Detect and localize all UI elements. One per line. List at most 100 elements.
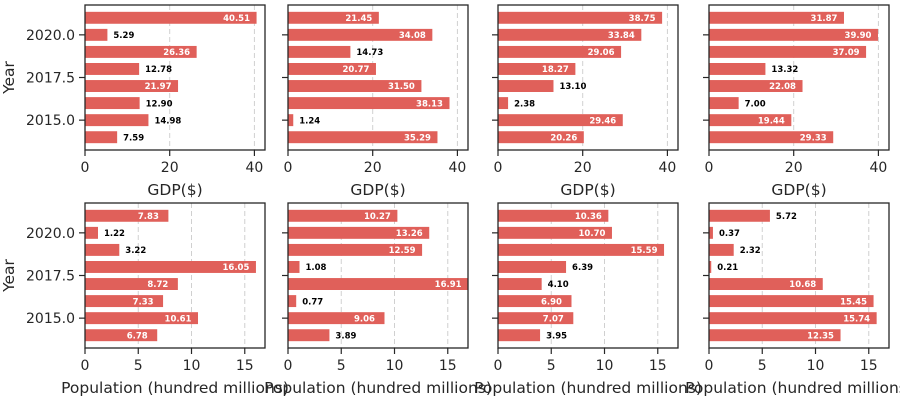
panel-r2-c2: 0 5 10 15 3.89 9.06 0.77 16.91 1.08 12.59 13.26 10.…: [264, 202, 492, 397]
bar: [498, 243, 665, 256]
bar: [709, 11, 844, 24]
x-tick-label: 10: [596, 358, 614, 374]
bar: [498, 63, 576, 75]
bar: [709, 114, 792, 127]
bar: [288, 209, 398, 222]
x-tick-label: 0: [705, 358, 714, 374]
x-axis-label: GDP($): [147, 181, 202, 199]
x-tick-label: 20: [161, 160, 179, 176]
bar: [709, 329, 841, 342]
bar: [709, 295, 874, 308]
bar-value-label: 21.45: [345, 14, 372, 24]
x-axis-label: GDP($): [560, 181, 615, 199]
x-tick-label: 40: [448, 160, 466, 176]
bar-value-label: 37.09: [833, 48, 860, 58]
bar: [288, 261, 300, 273]
bar-value-label: 5.72: [776, 212, 797, 222]
bar-value-label: 35.29: [404, 133, 431, 143]
axes-frame: [84, 4, 266, 151]
bar-value-label: 12.59: [389, 246, 416, 256]
bar: [709, 80, 803, 92]
bar-value-label: 7.59: [123, 133, 144, 143]
bar: [85, 226, 98, 239]
bar: [498, 261, 567, 273]
bar: [498, 11, 663, 24]
y-tick-label: 2017.5: [26, 269, 75, 285]
x-tick-label: 15: [860, 358, 878, 374]
bar-value-label: 26.36: [163, 48, 190, 58]
bar-value-label: 18.27: [542, 65, 569, 75]
bar: [709, 63, 766, 75]
axes-frame: [287, 4, 469, 151]
bar-value-label: 13.26: [396, 229, 423, 239]
bar: [288, 63, 376, 75]
x-tick-label: 15: [439, 358, 457, 374]
bar-value-label: 0.77: [302, 297, 323, 307]
x-axis-label: GDP($): [350, 181, 405, 199]
bar: [498, 97, 509, 110]
bar: [288, 45, 351, 58]
x-tick-label: 0: [705, 160, 714, 176]
axes-frame: [708, 4, 890, 151]
bar-value-label: 39.90: [845, 31, 872, 41]
panel-r2-c1: 0 5 10 15 2015.0 2017.5 2020.0 6.78 10.61 7.33 8.7…: [0, 202, 289, 397]
panel-r2-c4: 0 5 10 15 12.35 15.74 15.45 10.68 0.212.320.37 5.…: [685, 202, 900, 397]
x-tick-label: 20: [364, 160, 382, 176]
bar: [709, 209, 770, 222]
bar: [85, 28, 108, 41]
bar: [498, 312, 574, 325]
bar-value-label: 33.84: [608, 31, 635, 41]
bar-value-label: 38.13: [416, 99, 443, 109]
bar: [498, 226, 612, 239]
bar: [709, 312, 877, 325]
bar-value-label: 10.70: [579, 229, 606, 239]
x-tick-label: 20: [574, 160, 592, 176]
x-tick-label: 0: [81, 160, 90, 176]
bar: [85, 295, 164, 308]
bar-value-label: 10.68: [789, 280, 816, 290]
bar-value-label: 6.90: [541, 297, 562, 307]
bar-value-label: 2.32: [740, 246, 761, 256]
bar: [85, 11, 257, 24]
panel-r1-c1: 0 20 40 2015.0 2017.5 2020.0 7.59 14.98 12.90 21.…: [0, 4, 266, 199]
bar-value-label: 12.90: [146, 99, 173, 109]
bar: [498, 209, 609, 222]
bar-value-label: 16.05: [223, 263, 250, 273]
x-tick-label: 15: [236, 358, 254, 374]
bar-value-label: 7.00: [745, 99, 766, 109]
bar-value-label: 15.74: [843, 314, 870, 324]
axes-frame: [497, 4, 679, 151]
bar-value-label: 40.51: [223, 14, 250, 24]
bar: [85, 131, 118, 144]
bar-value-label: 29.33: [800, 133, 827, 143]
bar: [709, 97, 739, 110]
bar-value-label: 38.75: [629, 14, 656, 24]
bar-value-label: 0.37: [719, 229, 740, 239]
bar: [288, 312, 385, 325]
bar-value-label: 16.91: [435, 280, 462, 290]
bar: [85, 312, 199, 325]
bar: [85, 243, 120, 256]
bar: [498, 329, 541, 342]
x-axis-label: Population (hundred millions): [61, 379, 289, 397]
bar-value-label: 29.46: [589, 116, 616, 126]
bar: [288, 226, 430, 239]
bar: [498, 80, 554, 92]
x-tick-label: 20: [785, 160, 803, 176]
axes-frame: [708, 202, 890, 349]
bar-value-label: 15.45: [840, 297, 867, 307]
bar-value-label: 6.78: [127, 331, 148, 341]
x-tick-label: 0: [81, 358, 90, 374]
bar: [709, 243, 734, 256]
x-tick-label: 10: [183, 358, 201, 374]
bar-value-label: 10.61: [165, 314, 192, 324]
bar-value-label: 15.59: [631, 246, 658, 256]
bar: [288, 243, 423, 256]
bar-value-label: 14.73: [356, 48, 383, 58]
bar: [498, 131, 584, 144]
bar-value-label: 12.35: [807, 331, 834, 341]
bar: [288, 278, 469, 290]
